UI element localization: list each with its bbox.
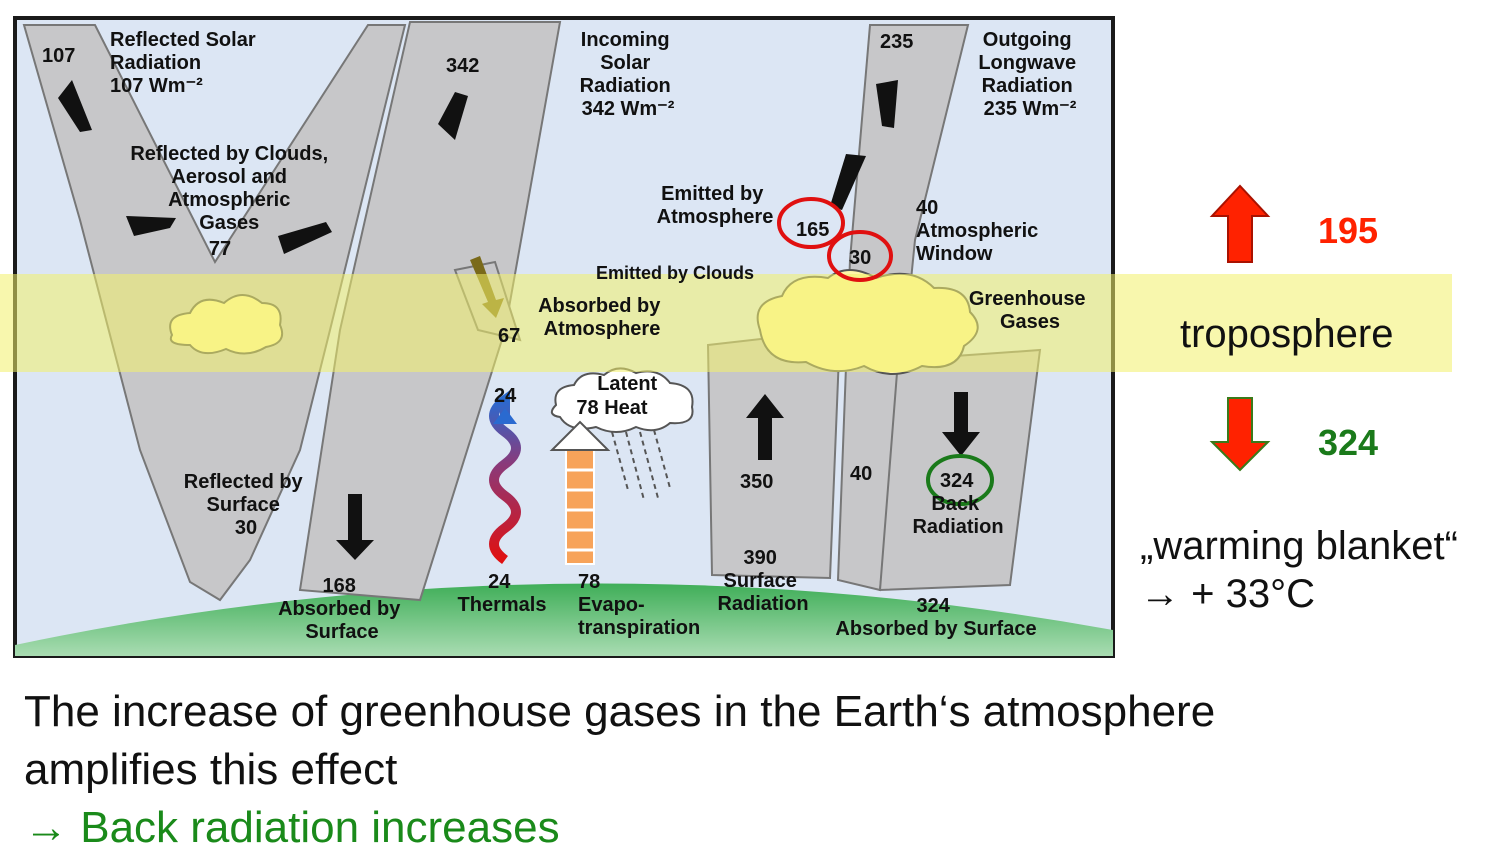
latent-heat-label: Latent 78 Heat (576, 373, 662, 419)
arrow-clouds-left (126, 216, 176, 236)
evapotranspiration-column (549, 420, 611, 565)
emitted-by-atmosphere-label: Emitted by Atmosphere (657, 183, 774, 228)
arrow-surface-up (746, 394, 784, 460)
evapotranspiration-label: 78 Evapo- transpiration (578, 571, 700, 639)
value-107: 107 (42, 45, 75, 67)
value-324-back: 324 (940, 470, 974, 492)
arrow-back-down (942, 392, 980, 456)
value-30-clouds: 30 (849, 247, 871, 269)
earth-surface (15, 583, 1113, 656)
arrow-incoming-down (438, 92, 468, 140)
back-radiation-value: 324 (1318, 422, 1379, 463)
value-24-top: 24 (494, 385, 517, 407)
value-235: 235 (880, 31, 913, 53)
back-radiation-label: Back Radiation (912, 493, 1003, 538)
warming-blanket-line: „warming blanket“ (1140, 524, 1458, 568)
atmospheric-window-label: 40 Atmospheric Window (916, 197, 1044, 265)
flow-arrows (58, 80, 980, 560)
rain-streaks (611, 429, 671, 501)
absorbed-by-atmosphere-label: Absorbed by Atmosphere (538, 295, 666, 340)
value-342: 342 (446, 55, 479, 77)
highlight-30 (827, 230, 893, 282)
highlight-165 (777, 197, 845, 249)
incoming-solar-title: Incoming Solar Radiation 342 Wm⁻² (580, 29, 677, 120)
greenhouse-gases-label: Greenhouse Gases (969, 288, 1091, 333)
arrow-outgoing-up (876, 80, 898, 128)
arrow-reflected-up (58, 80, 92, 132)
reflected-by-clouds-label: Reflected by Clouds, Aerosol and Atmosph… (130, 143, 333, 260)
thermals-wave-arrowhead (493, 408, 517, 424)
arrow-absorbed-surface (336, 494, 374, 560)
absorbed-by-surface-324-label: 324 Absorbed by Surface (835, 595, 1036, 640)
up-arrow-red (1209, 184, 1271, 263)
caption: The increase of greenhouse gases in the … (24, 683, 1215, 857)
value-350: 350 (740, 471, 773, 493)
thermals-label: 24 Thermals (458, 571, 547, 616)
value-40-low: 40 (850, 463, 872, 485)
thermals-wave (489, 390, 521, 565)
value-67: 67 (498, 325, 520, 347)
caption-line-2: amplifies this effect (24, 745, 398, 794)
warming-blanket-note: „warming blanket“ → + 33°C (1140, 522, 1458, 618)
emitted-by-clouds-label: Emitted by Clouds (596, 263, 754, 283)
arrow-emitted-up (830, 154, 866, 210)
surface-radiation-label: 390 Surface Radiation (717, 547, 808, 615)
absorbed-by-surface-168-label: 168 Absorbed by Surface (278, 575, 406, 643)
caption-line-1: The increase of greenhouse gases in the … (24, 687, 1216, 736)
caption-line-3: → Back radiation increases (24, 803, 560, 852)
arrow-gases-left (278, 222, 332, 254)
outgoing-longwave-title: Outgoing Longwave Radiation 235 Wm⁻² (978, 29, 1081, 120)
troposphere-label: troposphere (1180, 312, 1394, 356)
highlight-324 (926, 454, 994, 506)
reflected-solar-title: Reflected Solar Radiation 107 Wm⁻² (110, 29, 261, 97)
temperature-increase-line: → + 33°C (1140, 572, 1315, 616)
troposphere-band (0, 274, 1452, 372)
energy-balance-diagram: 107 Reflected Solar Radiation 107 Wm⁻² 3… (0, 16, 1452, 658)
reflected-by-surface-label: Reflected by Surface 30 (184, 471, 309, 539)
down-arrow-red (1209, 397, 1271, 472)
value-165: 165 (796, 219, 829, 241)
outgoing-increase-value: 195 (1318, 210, 1379, 251)
